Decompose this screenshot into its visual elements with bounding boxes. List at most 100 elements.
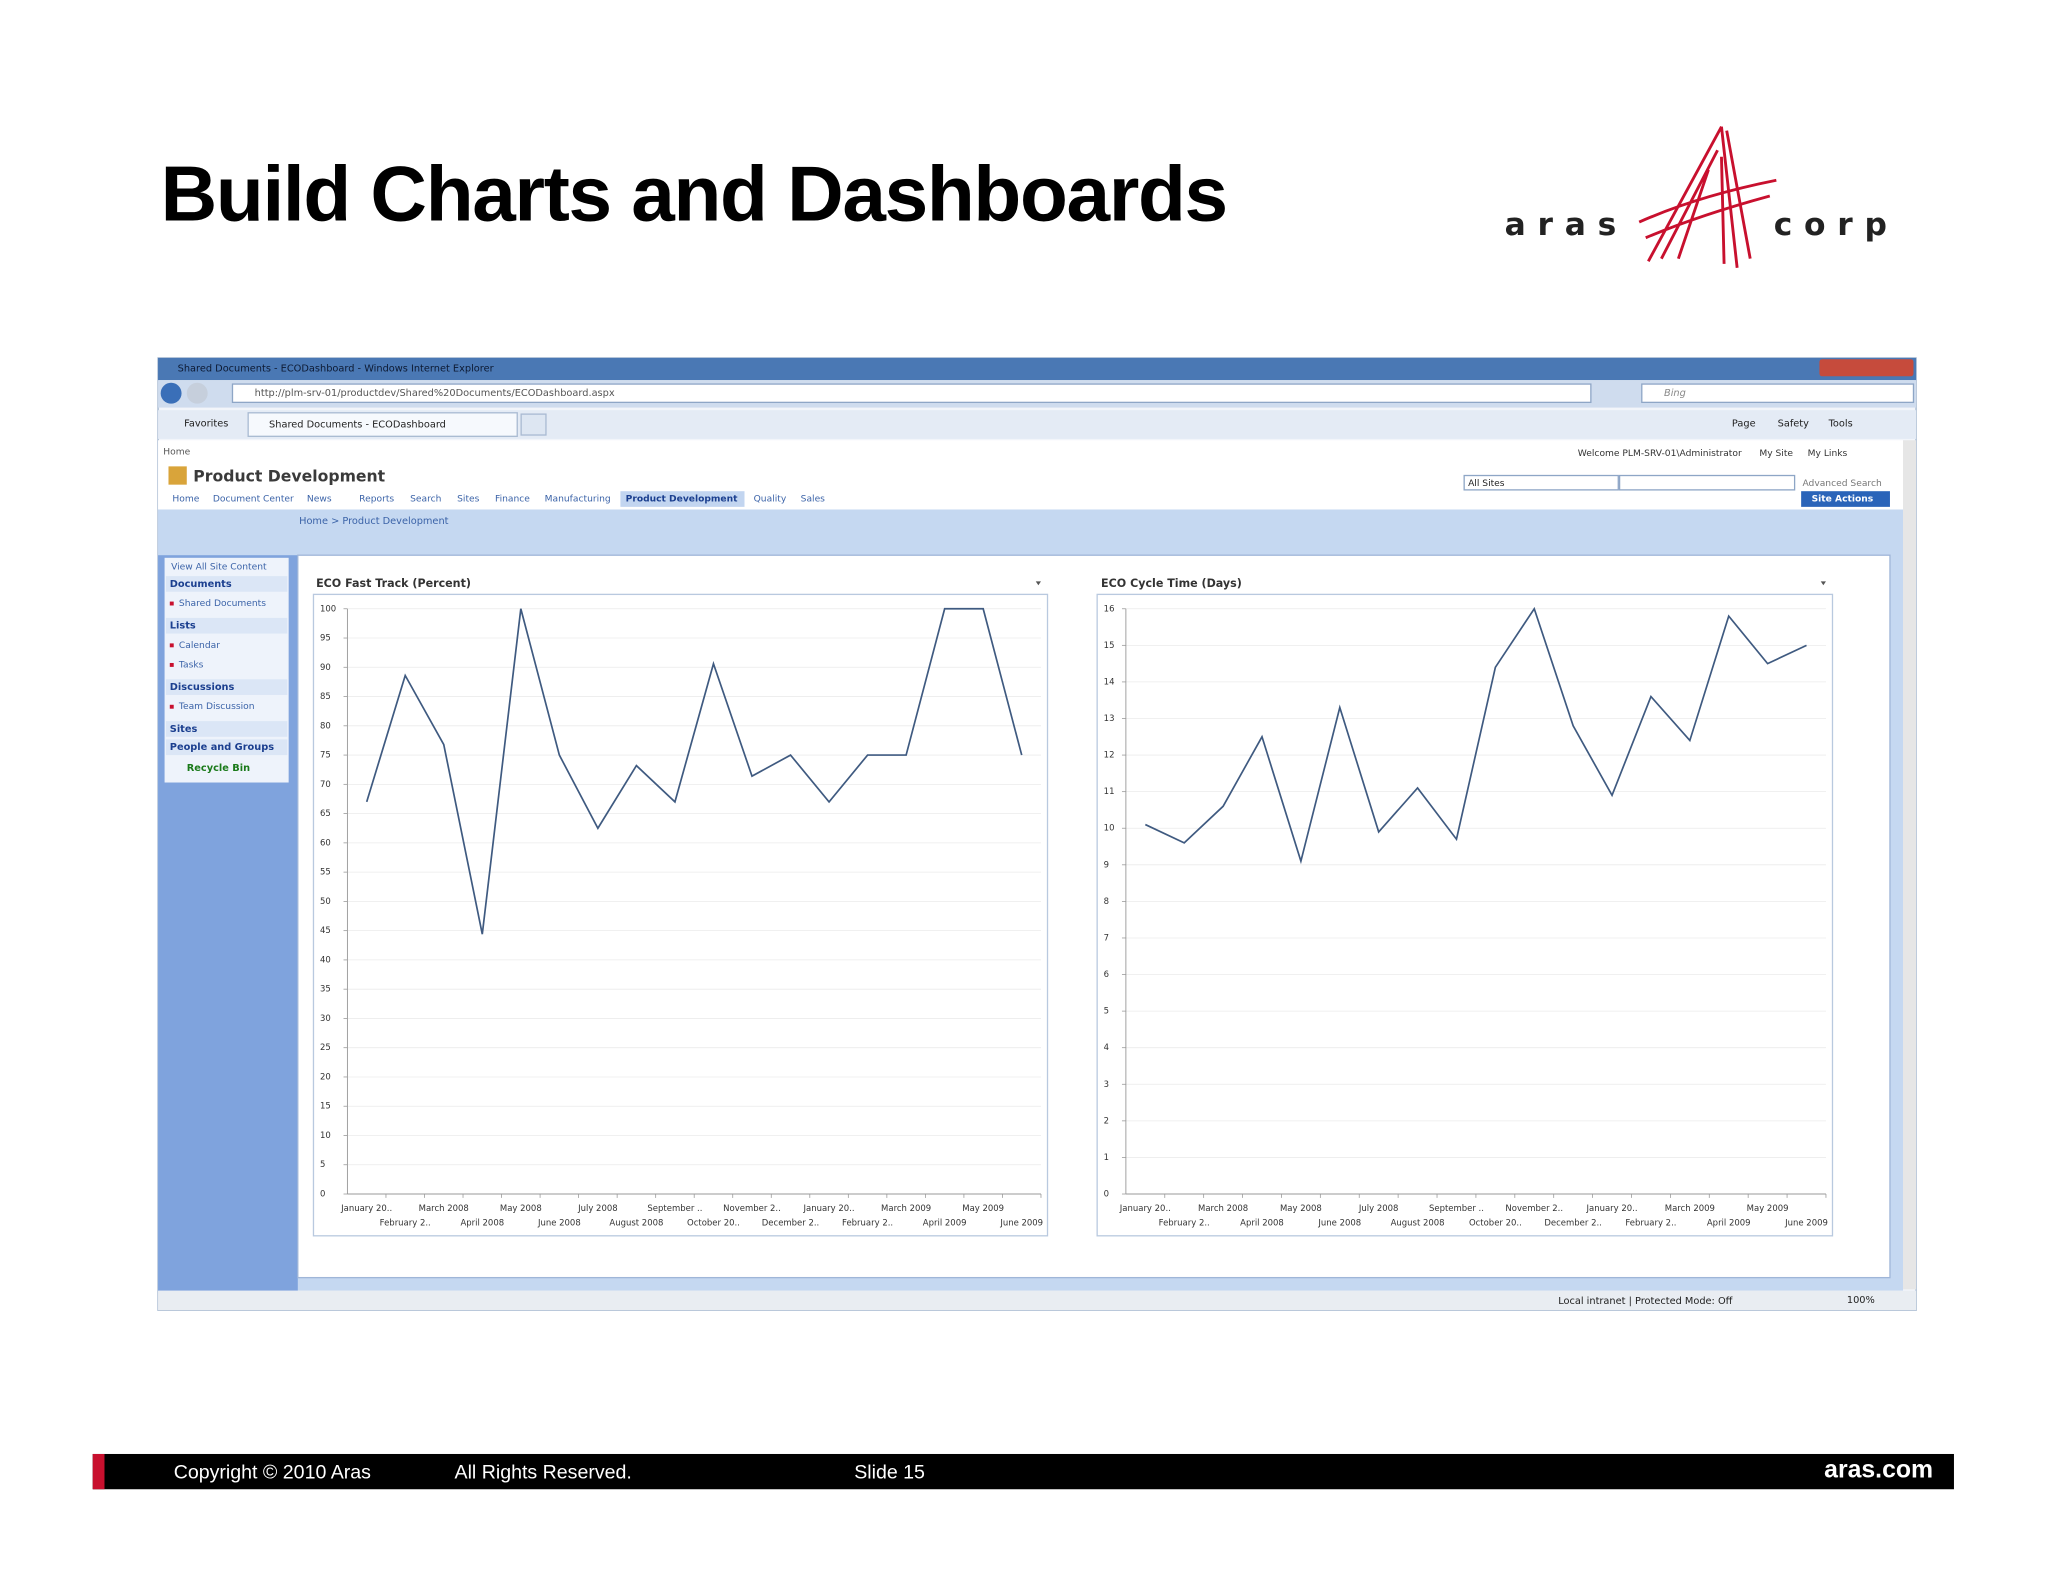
tab[interactable] [247, 412, 518, 437]
sidebar-link[interactable]: Tasks [178, 660, 204, 670]
zoom-level[interactable]: 100% [1847, 1295, 1875, 1306]
my-site-link[interactable]: My Site [1759, 449, 1793, 459]
nav-link[interactable]: Search [410, 495, 442, 505]
y-tick-label: 13 [1104, 714, 1115, 724]
x-tick-label: April 2008 [460, 1218, 504, 1228]
nav-link[interactable]: Sales [801, 495, 826, 505]
site-title: Product Development [193, 466, 385, 485]
bullet [169, 643, 174, 648]
nav-link[interactable]: Home [172, 495, 199, 505]
sidebar-link[interactable]: Calendar [179, 641, 220, 651]
window-title: Shared Documents - ECODashboard - Window… [178, 363, 495, 374]
my-links-menu[interactable]: My Links [1808, 449, 1848, 459]
x-tick-label: October 20.. [687, 1218, 740, 1228]
sidebar-heading[interactable]: Lists [170, 621, 196, 632]
sidebar-heading[interactable]: People and Groups [170, 742, 274, 753]
sidebar-link[interactable]: Team Discussion [178, 702, 255, 712]
site-icon [168, 466, 187, 485]
x-tick-label: January 20.. [1119, 1204, 1171, 1214]
sidebar-heading-bg [165, 739, 288, 756]
bullet [169, 601, 174, 606]
command-button[interactable]: Safety [1778, 418, 1809, 429]
nav-link[interactable]: Manufacturing [545, 495, 611, 505]
nav-link[interactable]: Product Development [626, 495, 738, 505]
y-tick-label: 0 [1104, 1190, 1109, 1200]
window-buttons[interactable] [1819, 359, 1914, 377]
command-button[interactable]: Tools [1828, 418, 1853, 429]
x-tick-label: June 2008 [1317, 1218, 1361, 1228]
y-tick-label: 50 [320, 897, 331, 907]
footer-rights: All Rights Reserved. [455, 1462, 632, 1484]
scrollbar[interactable] [1903, 440, 1917, 1290]
advanced-search-link[interactable]: Advanced Search [1802, 479, 1882, 489]
nav-link[interactable]: Reports [359, 495, 394, 505]
scope-select[interactable] [1463, 474, 1619, 491]
chart-menu[interactable] [1820, 581, 1826, 586]
scope-value[interactable]: All Sites [1468, 479, 1505, 489]
x-tick-label: June 2009 [999, 1218, 1043, 1228]
x-tick-label: January 20.. [1586, 1204, 1638, 1214]
favorites-button[interactable]: Favorites [184, 418, 228, 429]
sidebar-heading[interactable]: Documents [170, 579, 232, 590]
address-text: http://plm-srv-01/productdev/Shared%20Do… [255, 388, 615, 399]
forward-button[interactable] [186, 382, 208, 404]
chart-title: ECO Cycle Time (Days) [1101, 577, 1242, 590]
y-tick-label: 10 [320, 1131, 331, 1141]
x-tick-label: July 2008 [577, 1204, 618, 1214]
x-tick-label: January 20.. [340, 1204, 392, 1214]
y-tick-label: 70 [320, 780, 331, 790]
y-tick-label: 90 [320, 663, 331, 673]
chart-title: ECO Fast Track (Percent) [316, 577, 471, 590]
y-tick-label: 1 [1104, 1153, 1109, 1163]
nav-link[interactable]: News [307, 495, 332, 505]
y-tick-label: 5 [1104, 1007, 1109, 1017]
recycle-bin-link[interactable]: Recycle Bin [187, 763, 250, 774]
logo-text: corp [1774, 207, 1899, 243]
view-all-link[interactable]: View All Site Content [171, 562, 267, 572]
nav-link[interactable]: Document Center [213, 495, 294, 505]
footer-copyright: Copyright © 2010 Aras [174, 1462, 371, 1484]
chart-menu[interactable] [1035, 581, 1041, 586]
nav-link[interactable]: Sites [457, 495, 480, 505]
new-tab[interactable] [520, 413, 547, 436]
y-tick-label: 9 [1104, 860, 1109, 870]
x-tick-label: January 20.. [803, 1204, 855, 1214]
x-tick-label: May 2009 [962, 1204, 1004, 1214]
top-link[interactable]: Home [163, 447, 190, 457]
data-line [1144, 606, 1807, 865]
x-tick-label: February 2.. [1159, 1218, 1210, 1228]
nav-link[interactable]: Finance [495, 495, 530, 505]
y-tick-label: 8 [1104, 897, 1109, 907]
address-field[interactable] [231, 383, 1592, 404]
breadcrumb[interactable]: Home > Product Development [299, 516, 449, 527]
footer-slide-number: Slide 15 [854, 1462, 925, 1484]
x-tick-label: May 2008 [500, 1204, 542, 1214]
nav-link[interactable]: Quality [754, 495, 787, 505]
nav-selected [620, 491, 745, 507]
x-tick-label: August 2008 [609, 1218, 663, 1228]
slide-title: Build Charts and Dashboards [161, 150, 1227, 238]
x-tick-label: November 2.. [723, 1204, 781, 1214]
x-tick-label: March 2009 [881, 1204, 931, 1214]
y-tick-label: 2 [1104, 1116, 1109, 1126]
tab-title[interactable]: Shared Documents - ECODashboard [269, 420, 446, 431]
x-tick-label: June 2009 [1784, 1218, 1828, 1228]
x-tick-label: April 2008 [1240, 1218, 1284, 1228]
welcome-menu[interactable]: Welcome PLM-SRV-01\Administrator [1578, 449, 1742, 459]
back-button[interactable] [160, 382, 182, 404]
site-actions-label[interactable]: Site Actions [1812, 495, 1874, 505]
x-tick-label: November 2.. [1505, 1204, 1563, 1214]
y-tick-label: 16 [1104, 604, 1115, 614]
y-tick-label: 4 [1104, 1043, 1109, 1053]
x-tick-label: March 2008 [419, 1204, 469, 1214]
sidebar-heading[interactable]: Discussions [170, 682, 235, 693]
bullet [169, 662, 174, 667]
search-field[interactable] [1641, 383, 1915, 404]
command-button[interactable]: Page [1732, 418, 1756, 429]
sidebar-link[interactable]: Shared Documents [179, 599, 266, 609]
site-actions-button[interactable] [1801, 491, 1890, 507]
site-search-field[interactable] [1618, 474, 1796, 491]
footer-site: aras.com [1824, 1457, 1933, 1484]
sidebar-heading[interactable]: Sites [170, 724, 198, 735]
bullet [169, 704, 174, 709]
